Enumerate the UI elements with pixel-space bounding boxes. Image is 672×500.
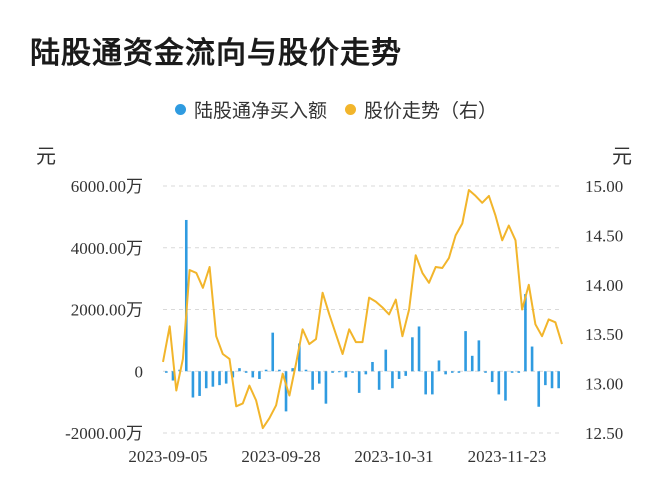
bar bbox=[457, 371, 461, 373]
bar bbox=[391, 371, 394, 389]
bar bbox=[224, 371, 228, 384]
bar bbox=[544, 371, 547, 386]
bar bbox=[278, 369, 281, 372]
bar bbox=[357, 371, 361, 393]
bar bbox=[557, 371, 560, 389]
bar bbox=[298, 343, 301, 372]
bar bbox=[517, 371, 521, 373]
bar bbox=[238, 368, 241, 372]
y-left-tick-label: 2000.00万 bbox=[71, 301, 143, 320]
bar bbox=[504, 371, 507, 401]
bar bbox=[411, 337, 414, 372]
x-tick-label: 2023-09-05 bbox=[128, 447, 207, 466]
bar bbox=[324, 371, 328, 404]
bar bbox=[510, 371, 514, 373]
bar bbox=[211, 371, 215, 387]
y-left-tick-label: 6000.00万 bbox=[71, 177, 143, 196]
bar bbox=[171, 371, 175, 381]
legend-dot-price bbox=[345, 104, 356, 115]
bar bbox=[444, 371, 447, 375]
bar bbox=[198, 371, 201, 396]
x-tick-label: 2023-10-31 bbox=[354, 447, 433, 466]
bar bbox=[351, 371, 354, 373]
bar bbox=[258, 371, 261, 379]
y-left-unit: 元 bbox=[36, 144, 56, 168]
bar bbox=[537, 371, 541, 407]
bar bbox=[530, 346, 534, 372]
bar bbox=[417, 326, 421, 372]
bar bbox=[337, 371, 341, 373]
bar bbox=[377, 371, 381, 390]
bar bbox=[284, 371, 288, 412]
bar bbox=[311, 371, 314, 390]
bar bbox=[424, 371, 427, 395]
bar bbox=[218, 371, 221, 386]
y-left-tick-label: -2000.00万 bbox=[65, 424, 143, 443]
bar bbox=[204, 371, 208, 389]
bar bbox=[264, 369, 268, 372]
legend-dot-net-buy bbox=[174, 104, 186, 115]
bar bbox=[184, 219, 188, 372]
y-right-tick-label: 13.00 bbox=[585, 375, 623, 394]
legend-item-net-buy[interactable]: 陆股通净买入额 bbox=[174, 96, 327, 123]
bar bbox=[231, 371, 235, 378]
y-right-tick-label: 14.00 bbox=[585, 276, 623, 295]
legend-label-price: 股价走势（右） bbox=[364, 100, 498, 122]
bar bbox=[477, 340, 481, 372]
y-right-tick-label: 12.50 bbox=[585, 424, 623, 443]
bar bbox=[404, 371, 408, 376]
bar bbox=[304, 369, 308, 372]
bar bbox=[244, 371, 248, 373]
bar bbox=[484, 371, 487, 373]
bar bbox=[431, 371, 434, 395]
bar bbox=[464, 331, 467, 372]
y-right-unit: 元 bbox=[612, 144, 632, 168]
x-tick-label: 2023-11-23 bbox=[468, 447, 547, 466]
y-right-tick-label: 15.00 bbox=[585, 177, 623, 196]
y-right-tick-label: 14.50 bbox=[585, 226, 623, 245]
bar bbox=[344, 371, 348, 378]
bar bbox=[291, 368, 294, 372]
bar bbox=[470, 355, 474, 372]
legend-label-net-buy: 陆股通净买入额 bbox=[193, 100, 327, 122]
bar bbox=[524, 294, 527, 372]
chart-title: 陆股通资金流向与股价走势 bbox=[30, 36, 402, 71]
price-line bbox=[162, 189, 563, 430]
bar bbox=[251, 371, 255, 378]
y-left-tick-label: 0 bbox=[135, 362, 144, 381]
bar bbox=[165, 371, 168, 373]
bar bbox=[371, 361, 374, 372]
bar bbox=[497, 371, 501, 395]
bar bbox=[437, 360, 441, 372]
legend-item-price[interactable]: 股价走势（右） bbox=[345, 96, 497, 123]
x-tick-label: 2023-09-28 bbox=[241, 447, 320, 466]
bar bbox=[384, 349, 388, 372]
bar bbox=[490, 371, 494, 383]
bar bbox=[450, 371, 454, 373]
bar bbox=[331, 371, 334, 373]
y-left-tick-label: 4000.00万 bbox=[71, 239, 143, 258]
bar bbox=[364, 371, 368, 375]
bar bbox=[271, 332, 275, 372]
bar bbox=[191, 371, 195, 398]
bar bbox=[317, 371, 321, 384]
bar bbox=[397, 371, 401, 379]
legend: 陆股通净买入额 股价走势（右） bbox=[0, 96, 672, 123]
bar bbox=[550, 371, 554, 389]
y-right-tick-label: 13.50 bbox=[585, 325, 623, 344]
